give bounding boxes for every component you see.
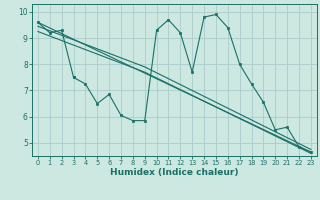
X-axis label: Humidex (Indice chaleur): Humidex (Indice chaleur) [110,168,239,177]
